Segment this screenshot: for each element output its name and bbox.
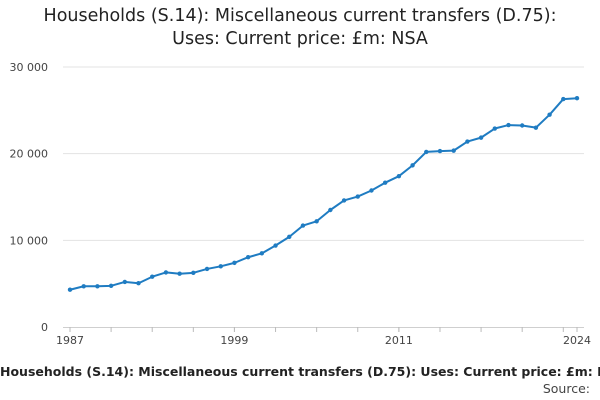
data-point bbox=[287, 234, 292, 240]
data-point bbox=[81, 284, 86, 289]
source-label: Source: bbox=[542, 381, 590, 396]
y-tick-label: 0 bbox=[41, 321, 48, 334]
data-point bbox=[122, 279, 128, 285]
chart-title-line-1: Households (S.14): Miscellaneous current… bbox=[43, 6, 557, 26]
data-point bbox=[451, 148, 456, 153]
data-point bbox=[328, 207, 333, 213]
y-tick-label: 30 000 bbox=[10, 61, 49, 74]
data-point bbox=[506, 122, 511, 128]
data-point bbox=[396, 174, 402, 179]
data-point bbox=[369, 188, 374, 193]
data-point bbox=[574, 96, 580, 101]
y-axis-ticks: 0 10 000 20 000 30 000 bbox=[10, 61, 49, 334]
chart-title-line-2: Uses: Current price: £m: NSA bbox=[172, 29, 428, 49]
data-point bbox=[150, 274, 155, 279]
data-point bbox=[341, 198, 347, 203]
data-point bbox=[108, 283, 114, 289]
y-tick-label: 20 000 bbox=[10, 148, 49, 161]
data-point bbox=[300, 223, 306, 228]
data-point bbox=[314, 219, 319, 224]
gridlines bbox=[63, 66, 584, 241]
data-point bbox=[533, 125, 539, 130]
data-series bbox=[67, 96, 580, 292]
data-point bbox=[492, 126, 497, 131]
data-point bbox=[95, 284, 100, 289]
data-point bbox=[204, 266, 210, 272]
data-point bbox=[465, 139, 470, 144]
data-point bbox=[519, 123, 525, 128]
data-point bbox=[218, 264, 223, 269]
data-point bbox=[547, 112, 552, 117]
data-point bbox=[67, 287, 73, 292]
x-tick-label: 1999 bbox=[220, 334, 248, 347]
data-point bbox=[437, 148, 443, 154]
data-point bbox=[245, 255, 251, 260]
x-axis-ticks: 1987 1999 2011 2024 bbox=[56, 334, 591, 347]
data-point bbox=[273, 243, 278, 248]
data-point bbox=[424, 149, 429, 155]
data-point bbox=[410, 163, 415, 168]
data-point bbox=[355, 194, 360, 199]
data-point bbox=[163, 270, 169, 275]
data-point bbox=[136, 281, 141, 286]
x-tick-label: 2011 bbox=[385, 334, 413, 347]
data-point bbox=[382, 180, 388, 185]
y-tick-label: 10 000 bbox=[10, 234, 49, 247]
data-point bbox=[561, 96, 566, 102]
x-tick-label: 1987 bbox=[56, 334, 84, 347]
data-point bbox=[259, 251, 265, 256]
data-point bbox=[177, 271, 182, 276]
series-line bbox=[69, 97, 578, 291]
data-point bbox=[232, 260, 237, 266]
data-point bbox=[191, 270, 196, 276]
x-tick-label: 2024 bbox=[563, 334, 591, 347]
data-point bbox=[478, 135, 484, 140]
chart-title: Households (S.14): Miscellaneous current… bbox=[0, 5, 600, 51]
footer-chart-title: Households (S.14): Miscellaneous current… bbox=[0, 364, 600, 379]
axes bbox=[63, 327, 584, 332]
